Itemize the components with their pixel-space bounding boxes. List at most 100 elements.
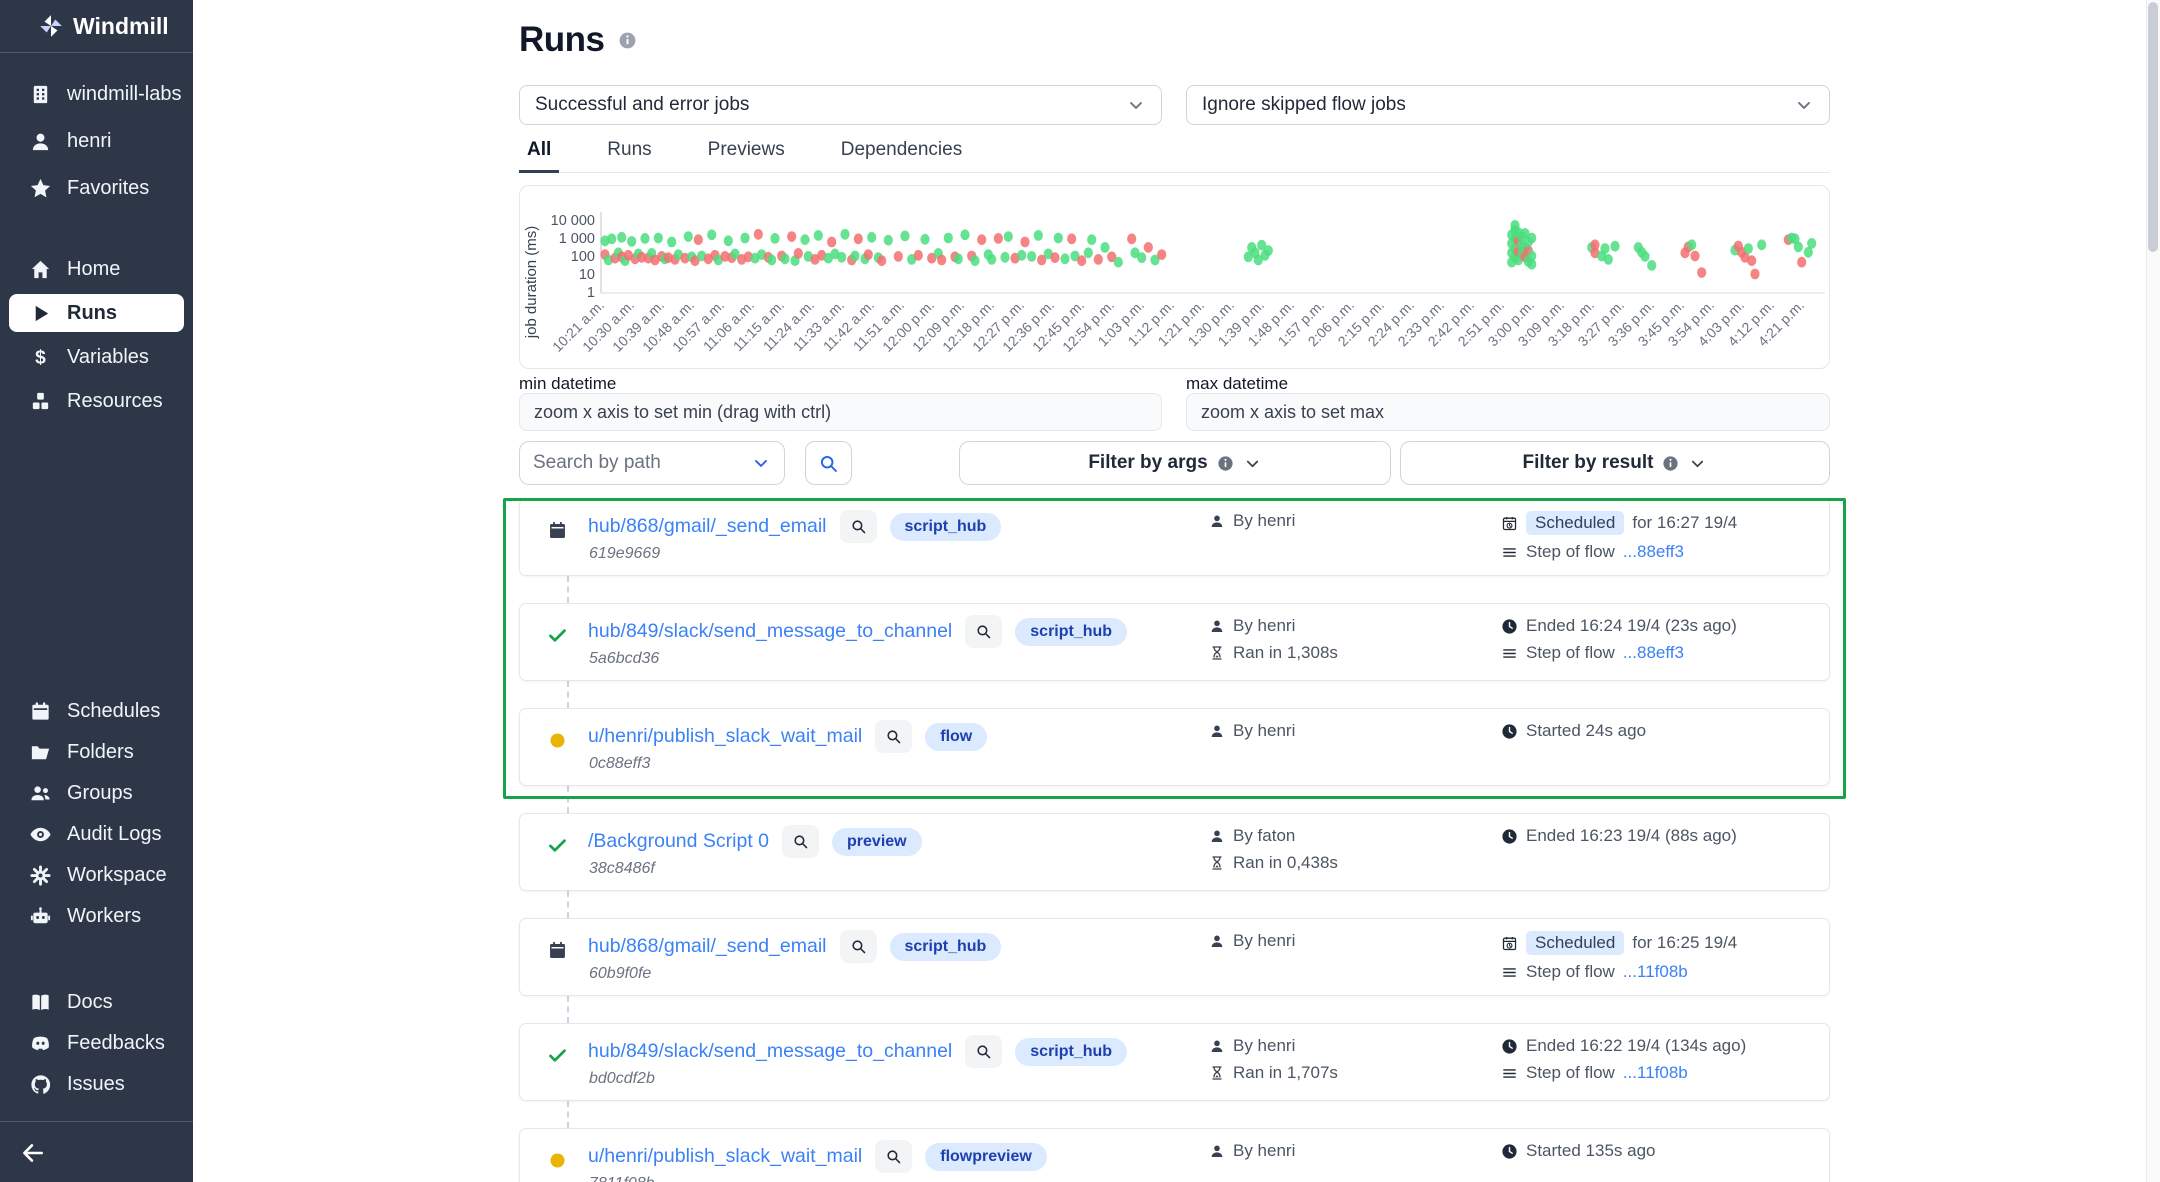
search-button[interactable] — [805, 441, 852, 485]
filter-by-result-button[interactable]: Filter by result — [1400, 441, 1830, 485]
sidebar-item-folders[interactable]: Folders — [0, 732, 193, 773]
run-detail-search-button[interactable] — [782, 825, 820, 858]
run-path-link[interactable]: hub/868/gmail/_send_email — [588, 515, 827, 537]
sidebar-item-audit-logs[interactable]: Audit Logs — [0, 814, 193, 855]
tab-all[interactable]: All — [519, 137, 560, 173]
flow-link[interactable]: ...11f08b — [1622, 962, 1688, 981]
run-job-id: 5a6bcd36 — [589, 650, 660, 667]
person-icon — [1211, 515, 1223, 527]
flow-link[interactable]: ...11f08b — [1622, 1063, 1688, 1082]
run-card[interactable]: hub/849/slack/send_message_to_channel scr… — [519, 603, 1830, 681]
run-status-column: Scheduled for 16:27 19/4 Step of flow ...8… — [1501, 511, 1737, 562]
scrollbar-track[interactable] — [2146, 0, 2160, 1182]
run-detail-search-button[interactable] — [965, 1035, 1003, 1068]
run-path-link[interactable]: u/henri/publish_slack_wait_mail — [588, 725, 863, 747]
svg-text:1 000: 1 000 — [559, 231, 595, 247]
filter-by-args-button[interactable]: Filter by args — [959, 441, 1391, 485]
run-kind-badge: script_hub — [889, 512, 1002, 541]
chevron-down-icon — [1243, 454, 1262, 473]
tab-previews[interactable]: Previews — [707, 139, 785, 160]
run-path-link[interactable]: hub/849/slack/send_message_to_channel — [588, 1040, 953, 1062]
clock-icon — [1502, 828, 1517, 844]
sidebar-item-docs[interactable]: Docs — [0, 982, 193, 1023]
min-datetime-input[interactable] — [519, 393, 1162, 431]
run-duration-text: Ran in 1,707s — [1233, 1063, 1338, 1082]
search-icon — [794, 835, 808, 849]
scheduled-icon — [547, 940, 568, 961]
run-card[interactable]: hub/868/gmail/_send_email script_hub 619e9… — [519, 498, 1830, 576]
sidebar-item-schedules[interactable]: Schedules — [0, 691, 193, 732]
run-detail-search-button[interactable] — [875, 1140, 913, 1173]
sidebar-item-variables[interactable]: $ Variables — [0, 335, 193, 379]
run-path-line: hub/849/slack/send_message_to_channel scr… — [588, 1035, 1128, 1068]
windmill-logo[interactable]: Windmill — [0, 0, 193, 53]
hourglass-icon — [1212, 646, 1222, 660]
workspace-item-henri-label: henri — [67, 130, 112, 152]
tab-dependencies[interactable]: Dependencies — [840, 139, 963, 160]
success-icon — [547, 835, 568, 856]
sidebar-item-feedbacks[interactable]: Feedbacks — [0, 1023, 193, 1064]
scheduled-icon — [547, 520, 568, 541]
flow-skip-select[interactable]: Ignore skipped flow jobs — [1186, 85, 1830, 125]
run-detail-search-button[interactable] — [839, 930, 877, 963]
workspace-item-favorites-label: Favorites — [67, 177, 150, 199]
info-icon[interactable] — [618, 31, 637, 50]
building-icon — [33, 85, 48, 104]
search-icon — [820, 455, 837, 472]
workspace-item-favorites[interactable]: Favorites — [0, 165, 193, 212]
chevron-down-icon — [1126, 95, 1146, 115]
chevron-down-icon — [751, 453, 771, 473]
run-card[interactable]: /Background Script 0 preview 38c8486f By fa… — [519, 813, 1830, 891]
flow-link[interactable]: ...88eff3 — [1622, 643, 1684, 662]
run-path-link[interactable]: u/henri/publish_slack_wait_mail — [588, 1145, 863, 1167]
workspace-item-henri[interactable]: henri — [0, 118, 193, 165]
step-of-flow-text: Step of flow — [1526, 962, 1615, 981]
run-meta-line: By henri — [1209, 1141, 1295, 1161]
clock-icon — [1502, 618, 1517, 634]
run-path-link[interactable]: hub/868/gmail/_send_email — [588, 935, 827, 957]
chevron-down-icon — [1246, 460, 1258, 467]
run-card[interactable]: u/henri/publish_slack_wait_mail flowprevi… — [519, 1128, 1830, 1182]
run-detail-search-button[interactable] — [839, 510, 877, 543]
max-datetime-input[interactable] — [1186, 393, 1830, 431]
run-job-id: bd0cdf2b — [589, 1070, 655, 1087]
sidebar-item-schedules-label: Schedules — [67, 700, 161, 722]
run-card[interactable]: u/henri/publish_slack_wait_mail flow 0c88e… — [519, 708, 1830, 786]
running-icon — [550, 733, 565, 748]
sidebar-item-resources[interactable]: Resources — [0, 379, 193, 423]
run-card[interactable]: hub/868/gmail/_send_email script_hub 60b9f… — [519, 918, 1830, 996]
run-meta-line: Started 24s ago — [1501, 721, 1646, 741]
min-datetime-label: min datetime — [519, 374, 617, 393]
success-icon — [547, 1045, 568, 1066]
collapse-sidebar-button[interactable] — [20, 1136, 54, 1170]
duration-chart[interactable]: job duration (ms) 10 000 1 000 100 10 1 10:21 … — [519, 185, 1830, 369]
sidebar-item-home[interactable]: Home — [0, 247, 193, 291]
book-icon — [32, 994, 49, 1011]
sidebar-item-workspace[interactable]: Workspace — [0, 855, 193, 896]
run-meta-line: By henri — [1209, 1036, 1338, 1056]
run-detail-search-button[interactable] — [875, 720, 913, 753]
run-meta-line: By henri — [1209, 721, 1295, 741]
run-by-column: By henri — [1209, 721, 1295, 741]
search-by-path-select[interactable]: Search by path — [519, 441, 785, 485]
discord-icon — [32, 1036, 49, 1051]
sidebar-item-issues[interactable]: Issues — [0, 1064, 193, 1105]
svg-text:10 000: 10 000 — [551, 213, 595, 229]
job-kind-select[interactable]: Successful and error jobs — [519, 85, 1162, 125]
success-icon — [549, 1049, 566, 1062]
run-card[interactable]: hub/849/slack/send_message_to_channel scr… — [519, 1023, 1830, 1101]
flow-link[interactable]: ...88eff3 — [1622, 542, 1684, 561]
scrollbar-thumb[interactable] — [2148, 2, 2158, 252]
run-detail-search-button[interactable] — [965, 615, 1003, 648]
sidebar-item-runs[interactable]: Runs — [9, 294, 184, 332]
workspace-item-windmill-labs[interactable]: windmill-labs — [0, 71, 193, 118]
sidebar-item-workers[interactable]: Workers — [0, 896, 193, 937]
sidebar-item-groups[interactable]: Groups — [0, 773, 193, 814]
cubes-icon — [32, 392, 49, 409]
run-path-link[interactable]: hub/849/slack/send_message_to_channel — [588, 620, 953, 642]
search-icon — [977, 1045, 991, 1059]
run-path-link[interactable]: /Background Script 0 — [588, 830, 770, 852]
person-icon — [1211, 620, 1223, 632]
info-icon — [1662, 455, 1679, 472]
tab-runs[interactable]: Runs — [607, 139, 652, 160]
